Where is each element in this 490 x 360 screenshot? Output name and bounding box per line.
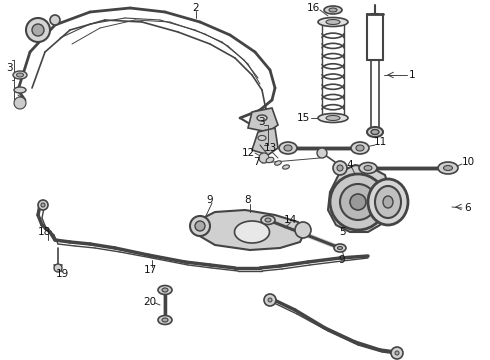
Circle shape xyxy=(337,165,343,171)
Circle shape xyxy=(38,200,48,210)
Ellipse shape xyxy=(356,145,364,151)
Ellipse shape xyxy=(324,6,342,14)
Ellipse shape xyxy=(266,157,274,163)
Text: 10: 10 xyxy=(462,157,474,167)
Ellipse shape xyxy=(326,116,340,121)
Circle shape xyxy=(340,184,376,220)
Text: 18: 18 xyxy=(37,227,50,237)
Circle shape xyxy=(395,351,399,355)
Ellipse shape xyxy=(162,318,168,322)
Ellipse shape xyxy=(279,142,297,154)
Circle shape xyxy=(350,194,366,210)
Ellipse shape xyxy=(14,87,26,93)
Circle shape xyxy=(190,216,210,236)
Text: 19: 19 xyxy=(55,269,69,279)
Ellipse shape xyxy=(258,135,266,140)
Text: 8: 8 xyxy=(245,195,251,205)
Ellipse shape xyxy=(371,130,379,135)
Circle shape xyxy=(333,161,347,175)
Ellipse shape xyxy=(359,162,377,174)
Ellipse shape xyxy=(257,115,267,121)
Circle shape xyxy=(391,347,403,359)
Ellipse shape xyxy=(158,315,172,324)
Text: 9: 9 xyxy=(339,255,345,265)
Ellipse shape xyxy=(17,73,24,77)
Ellipse shape xyxy=(375,186,401,218)
Ellipse shape xyxy=(334,244,346,252)
Circle shape xyxy=(26,18,50,42)
Text: 3: 3 xyxy=(6,63,13,73)
Circle shape xyxy=(41,203,45,207)
Text: 2: 2 xyxy=(193,3,199,13)
Ellipse shape xyxy=(383,196,393,208)
Text: 14: 14 xyxy=(283,215,296,225)
Text: 5: 5 xyxy=(339,227,345,237)
Text: 15: 15 xyxy=(296,113,310,123)
Ellipse shape xyxy=(438,162,458,174)
Ellipse shape xyxy=(338,247,343,249)
Polygon shape xyxy=(195,210,305,250)
Ellipse shape xyxy=(274,161,281,165)
Text: 20: 20 xyxy=(144,297,157,307)
Text: 17: 17 xyxy=(144,265,157,275)
Ellipse shape xyxy=(443,166,452,171)
Ellipse shape xyxy=(326,19,340,24)
Ellipse shape xyxy=(162,288,168,292)
Ellipse shape xyxy=(318,18,348,27)
Circle shape xyxy=(259,153,269,163)
Ellipse shape xyxy=(283,165,290,169)
Ellipse shape xyxy=(158,285,172,294)
Circle shape xyxy=(50,15,60,25)
Circle shape xyxy=(32,24,44,36)
Text: 13: 13 xyxy=(264,143,277,153)
Circle shape xyxy=(195,221,205,231)
Text: 4: 4 xyxy=(347,160,353,170)
Polygon shape xyxy=(248,108,278,132)
Ellipse shape xyxy=(265,218,271,222)
Circle shape xyxy=(14,97,26,109)
Text: 9: 9 xyxy=(207,195,213,205)
Ellipse shape xyxy=(368,179,408,225)
Polygon shape xyxy=(328,165,390,232)
Text: 7: 7 xyxy=(253,157,259,167)
Ellipse shape xyxy=(261,216,275,225)
Ellipse shape xyxy=(284,145,292,151)
Text: 16: 16 xyxy=(306,3,319,13)
Circle shape xyxy=(54,264,62,272)
Ellipse shape xyxy=(364,166,372,171)
Ellipse shape xyxy=(13,71,27,79)
Circle shape xyxy=(317,148,327,158)
Ellipse shape xyxy=(367,127,383,137)
Circle shape xyxy=(268,298,272,302)
Ellipse shape xyxy=(235,221,270,243)
Ellipse shape xyxy=(329,8,337,12)
Ellipse shape xyxy=(318,113,348,122)
Text: 11: 11 xyxy=(373,137,387,147)
Text: 6: 6 xyxy=(465,203,471,213)
Circle shape xyxy=(264,294,276,306)
Circle shape xyxy=(330,174,386,230)
Text: 1: 1 xyxy=(409,70,416,80)
Polygon shape xyxy=(252,128,278,155)
Circle shape xyxy=(295,222,311,238)
Ellipse shape xyxy=(351,142,369,154)
Text: 3: 3 xyxy=(258,117,265,127)
Text: 12: 12 xyxy=(242,148,255,158)
